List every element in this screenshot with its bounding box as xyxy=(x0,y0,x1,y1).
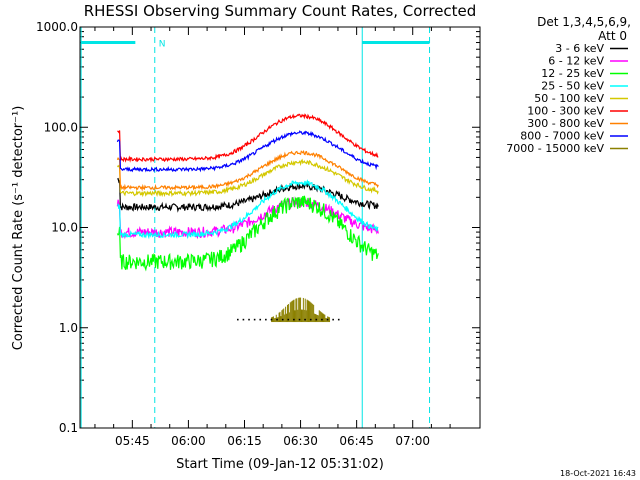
series-line-3 xyxy=(116,195,379,272)
series-dot-9 xyxy=(293,318,295,321)
series-dot-9 xyxy=(276,318,278,321)
legend-label-7: 300 - 800 keV xyxy=(527,117,604,130)
series-dot-9 xyxy=(321,318,323,321)
series-line-4 xyxy=(116,179,379,240)
y-axis-label: Corrected Count Rate (s⁻¹ detector⁻¹) xyxy=(11,106,26,351)
series-dot-9 xyxy=(298,318,301,321)
plot-series xyxy=(116,113,379,323)
series-dot-9 xyxy=(270,318,273,321)
series-line-5 xyxy=(116,158,379,198)
series-dot-9 xyxy=(242,318,245,321)
legend-header-line-2: Att 0 xyxy=(598,29,627,43)
series-dot-9 xyxy=(304,318,306,321)
series-dot-9 xyxy=(281,318,284,321)
series-dot-9 xyxy=(337,318,340,321)
x-tick-label: 07:00 xyxy=(395,434,430,448)
series-dot-9 xyxy=(332,318,334,321)
timestamp: 18-Oct-2021 16:43 xyxy=(560,469,636,478)
x-tick-label: 06:15 xyxy=(227,434,262,448)
marker-label: N xyxy=(159,40,166,50)
y-tick-label: 1.0 xyxy=(59,321,78,335)
y-tick-label: 1000.0 xyxy=(36,20,78,34)
legend-header: Det 1,3,4,5,6,9, Att 0 xyxy=(537,15,631,43)
legend-label-1: 3 - 6 keV xyxy=(555,42,604,55)
series-line-8 xyxy=(116,130,379,173)
y-tick-label: 10.0 xyxy=(51,221,78,235)
legend-label-9: 7000 - 15000 keV xyxy=(506,142,604,155)
series-dot-9 xyxy=(326,318,329,321)
x-tick-label: 06:30 xyxy=(283,434,318,448)
y-tick-label: 0.1 xyxy=(59,421,78,435)
series-dot-9 xyxy=(259,318,262,321)
x-tick-label: 06:00 xyxy=(171,434,206,448)
x-axis-label: Start Time (09-Jan-12 05:31:02) xyxy=(176,457,384,472)
series-dot-9 xyxy=(248,318,250,321)
series-dot-9 xyxy=(309,318,312,321)
legend-label-3: 12 - 25 keV xyxy=(541,67,604,80)
legend-label-2: 6 - 12 keV xyxy=(548,55,604,68)
legend-label-8: 800 - 7000 keV xyxy=(520,130,604,143)
chart-title: RHESSI Observing Summary Count Rates, Co… xyxy=(84,2,477,20)
plot-axes: 1000.0 100.0 10.0 1.0 0.1 05:45 06:00 06:15 06:3… xyxy=(36,20,481,448)
y-tick-label: 100.0 xyxy=(44,120,78,134)
series-dot-9 xyxy=(265,318,267,321)
legend-label-6: 100 - 300 keV xyxy=(527,105,604,118)
legend-label-5: 50 - 100 keV xyxy=(534,92,604,105)
series-line-7 xyxy=(116,149,379,192)
series-line-6 xyxy=(117,113,379,163)
series-dot-9 xyxy=(287,318,290,321)
series-dot-9 xyxy=(315,318,318,321)
series-dot-9 xyxy=(253,318,256,321)
series-dot-9 xyxy=(237,318,239,321)
x-tick-label: 06:45 xyxy=(339,434,374,448)
legend-header-line-1: Det 1,3,4,5,6,9, xyxy=(537,15,631,29)
x-tick-label: 05:45 xyxy=(115,434,150,448)
legend-label-4: 25 - 50 keV xyxy=(541,80,604,93)
